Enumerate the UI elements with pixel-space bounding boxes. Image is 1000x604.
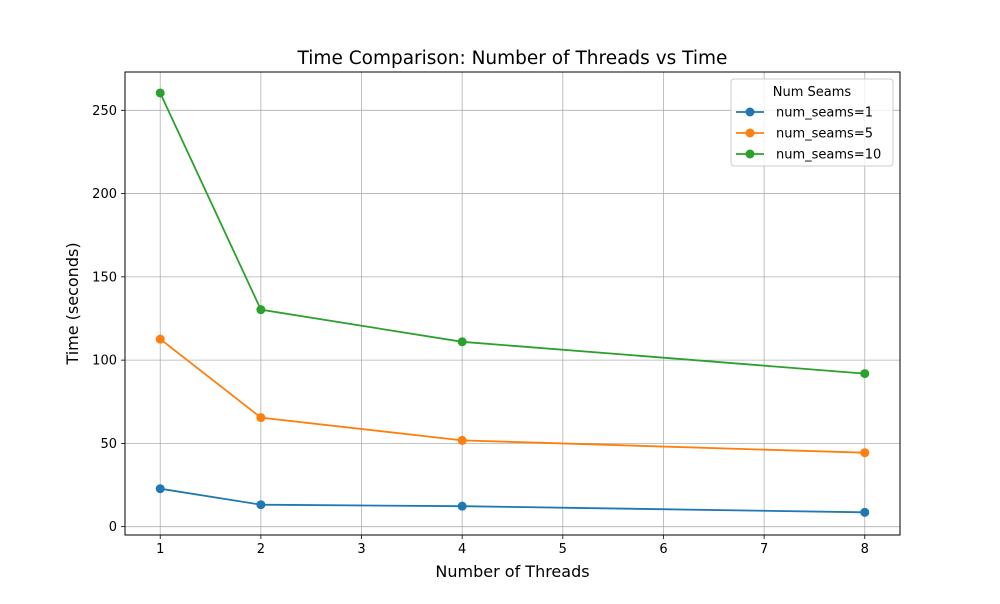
y-tick-label: 50 (100, 437, 117, 452)
data-point (155, 88, 165, 98)
data-point (457, 435, 467, 445)
legend-entry: num_seams=10 (736, 148, 881, 163)
data-point (155, 334, 165, 344)
y-axis-ticks: 0 50 100 150 200 250 (92, 104, 125, 535)
series-line (160, 487, 865, 514)
y-axis-label: Time (seconds) (63, 242, 82, 365)
series-line (159, 92, 865, 375)
plot-frame (124, 71, 901, 536)
legend-marker (745, 128, 755, 138)
data-point (256, 500, 266, 510)
data-point (155, 484, 165, 494)
x-axis-label: Number of Threads (435, 562, 589, 581)
y-tick-label: 100 (92, 354, 117, 369)
chart-title: Time Comparison: Number of Threads vs Ti… (297, 48, 728, 69)
legend-box (730, 78, 894, 167)
y-tick-label: 150 (92, 270, 117, 285)
data-point (860, 448, 870, 458)
series-1 (155, 484, 870, 517)
data-point (457, 337, 467, 347)
legend-entry: num_seams=5 (736, 127, 873, 142)
legend: Num Seams num_seams=1num_seams=5num_seam… (730, 78, 894, 167)
legend-label: num_seams=10 (776, 148, 881, 163)
series-2 (155, 334, 870, 458)
series-line (159, 338, 865, 454)
legend-title: Num Seams (773, 85, 852, 100)
x-tick-label: 2 (257, 542, 265, 557)
y-tick-label: 200 (92, 187, 117, 202)
x-tick-label: 5 (559, 542, 567, 557)
y-tick-label: 0 (109, 520, 117, 535)
x-tick-label: 3 (357, 542, 365, 557)
series-lines (155, 88, 870, 517)
data-point (256, 305, 266, 315)
series-3 (155, 88, 870, 379)
y-tick-label: 250 (92, 104, 117, 119)
data-point (457, 501, 467, 511)
legend-marker (745, 149, 755, 159)
x-tick-label: 1 (156, 542, 164, 557)
x-tick-label: 6 (659, 542, 667, 557)
data-point (860, 507, 870, 517)
legend-entries: num_seams=1 num_seams=5 num_seams=10 (736, 106, 881, 163)
legend-entry: num_seams=1 (736, 106, 873, 121)
legend-marker (745, 107, 755, 117)
data-point (860, 369, 870, 379)
data-point (256, 413, 266, 423)
x-tick-label: 4 (458, 542, 466, 557)
x-axis-ticks: 1 2 3 4 5 6 7 8 (156, 535, 869, 557)
x-tick-label: 8 (861, 542, 869, 557)
x-tick-label: 7 (760, 542, 768, 557)
legend-label: num_seams=1 (776, 106, 873, 121)
legend-label: num_seams=5 (776, 127, 873, 142)
